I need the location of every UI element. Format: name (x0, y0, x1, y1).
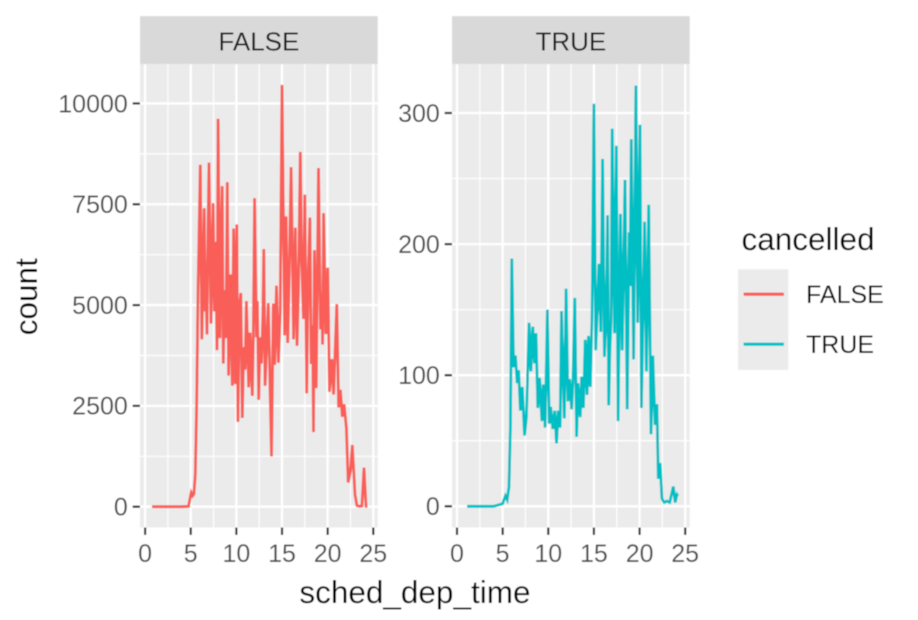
svg-text:TRUE: TRUE (806, 331, 874, 359)
svg-text:7500: 7500 (72, 191, 128, 219)
svg-text:0: 0 (450, 540, 464, 568)
svg-text:10000: 10000 (58, 90, 128, 118)
svg-text:100: 100 (398, 362, 440, 390)
svg-text:200: 200 (398, 231, 440, 259)
svg-text:15: 15 (580, 540, 608, 568)
svg-text:5: 5 (496, 540, 510, 568)
svg-text:25: 25 (671, 540, 699, 568)
svg-text:20: 20 (626, 540, 654, 568)
svg-text:15: 15 (268, 540, 296, 568)
svg-text:FALSE: FALSE (806, 281, 884, 309)
svg-text:300: 300 (398, 100, 440, 128)
svg-text:20: 20 (314, 540, 342, 568)
svg-text:cancelled: cancelled (742, 221, 875, 257)
svg-text:2500: 2500 (72, 393, 128, 421)
svg-text:TRUE: TRUE (536, 27, 607, 57)
svg-text:10: 10 (534, 540, 562, 568)
svg-text:5: 5 (184, 540, 198, 568)
svg-text:FALSE: FALSE (218, 27, 299, 57)
svg-text:sched_dep_time: sched_dep_time (299, 574, 530, 610)
svg-text:0: 0 (138, 540, 152, 568)
svg-text:25: 25 (359, 540, 387, 568)
svg-text:0: 0 (426, 493, 440, 521)
svg-text:10: 10 (222, 540, 250, 568)
svg-text:count: count (8, 258, 44, 335)
svg-text:0: 0 (114, 494, 128, 522)
svg-text:5000: 5000 (72, 292, 128, 320)
